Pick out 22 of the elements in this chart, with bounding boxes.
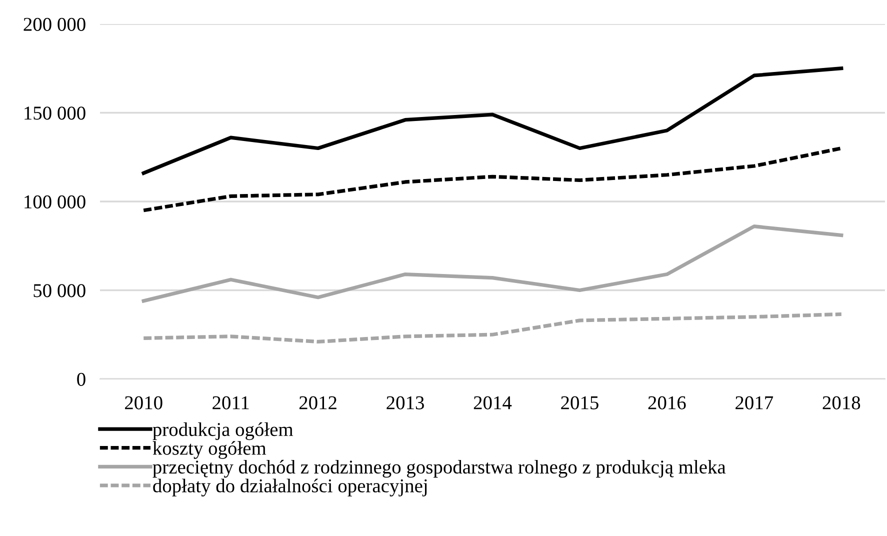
x-tick-label: 2011 (212, 396, 249, 410)
line-series (142, 146, 844, 212)
x-tick-label: 2017 (736, 396, 774, 410)
x-tick-label: 2016 (648, 396, 686, 410)
y-tick-label: 0 (77, 372, 86, 386)
legend-label: produkcja ogółem (152, 422, 294, 440)
line-series (142, 66, 844, 175)
x-tick-label: 2018 (822, 396, 860, 410)
y-tick-label: 150 000 (24, 106, 86, 120)
legend-label: przeciętny dochód z rodzinnego gospodarstwa rolnego z produkcją mleka (152, 460, 726, 478)
x-tick-label: 2014 (474, 396, 512, 410)
line-series (142, 224, 844, 303)
legend-label: dopłaty do działalności operacyjnej (153, 478, 427, 496)
y-tick-label: 200 000 (24, 18, 86, 31)
x-tick-label: 2015 (561, 396, 598, 410)
legend-label: koszty ogółem (152, 441, 266, 459)
x-tick-label: 2012 (299, 396, 336, 410)
x-tick-label: 2010 (125, 396, 162, 410)
y-tick-label: 50 000 (34, 284, 86, 298)
x-tick-label: 2013 (386, 396, 424, 410)
line-series (142, 312, 844, 344)
y-tick-label: 100 000 (24, 195, 86, 208)
